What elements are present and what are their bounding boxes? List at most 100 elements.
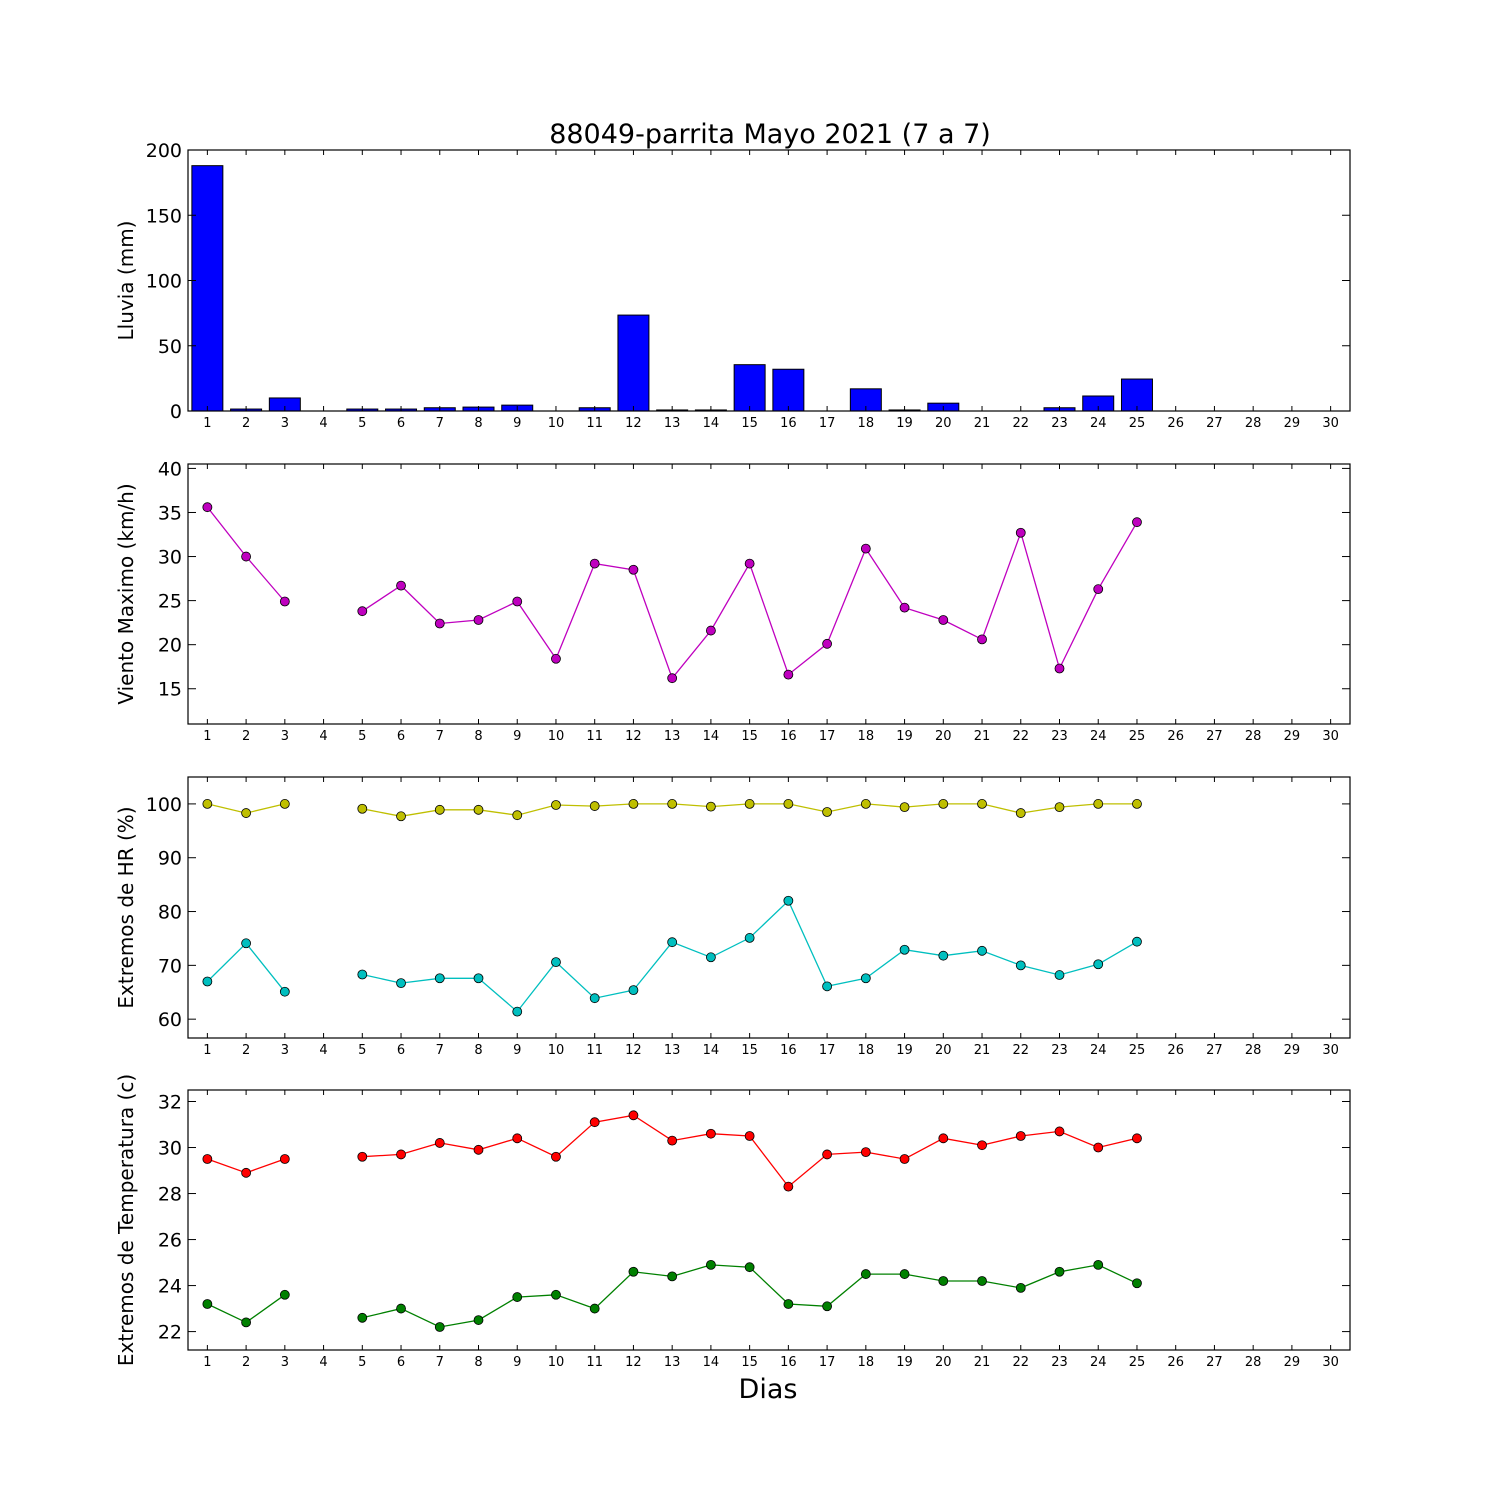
x-tick-label: 2 [242,1355,250,1370]
series-1-point-day-25 [1132,799,1142,809]
series-1-point-day-2 [241,1167,252,1178]
series-1-point-day-7 [434,1138,445,1148]
x-tick-label: 27 [1206,1355,1223,1370]
series-2-point-day-21 [977,945,987,956]
series-1-point-day-13 [667,799,678,809]
series-1-point-day-9 [512,1133,523,1144]
series-2-point-day-10 [551,957,561,968]
x-tick-label: 8 [474,729,482,744]
series-1-point-day-21 [977,634,987,645]
series-2-point-day-3 [279,1289,290,1300]
x-tick-label: 20 [935,1043,952,1058]
x-tick-label: 21 [974,1043,991,1058]
series-1-point-day-5 [357,803,368,814]
series-1-point-day-19 [899,602,910,613]
series-1-point-day-16 [783,1181,794,1192]
x-tick-label: 28 [1245,1043,1262,1058]
x-tick-label: 25 [1129,729,1146,744]
series-1-point-day-14 [706,625,716,636]
series-1-point-day-3 [279,596,290,607]
series-1-point-day-14 [706,1128,716,1139]
x-tick-label: 29 [1284,1355,1301,1370]
x-tick-label: 25 [1129,1355,1146,1370]
x-tick-label: 12 [625,1355,642,1370]
series-2-point-day-17 [822,981,832,992]
x-tick-label: 21 [974,729,991,744]
y-tick-label: 40 [158,458,182,480]
x-tick-label: 5 [358,729,366,744]
series-2-point-day-13 [667,1271,678,1282]
series-1-point-day-21 [977,799,987,809]
x-tick-label: 18 [858,729,875,744]
series-2-point-day-20 [938,1276,949,1286]
y-tick-label: 15 [158,679,182,701]
x-tick-label: 5 [358,416,366,431]
y-tick-label: 30 [158,1138,182,1160]
series-2-point-day-6 [396,1303,406,1314]
y-tick-label: 80 [158,902,182,924]
x-tick-label: 3 [281,1355,289,1370]
x-tick-label: 18 [858,1355,875,1370]
series-2-point-day-12 [628,1266,639,1277]
x-tick-label: 11 [586,1043,603,1058]
x-tick-label: 4 [319,416,327,431]
x-tick-label: 22 [1012,416,1029,431]
y-tick-label: 50 [158,336,182,358]
x-tick-label: 8 [474,1043,482,1058]
series-1-point-day-21 [977,1140,987,1151]
x-tick-label: 14 [703,416,720,431]
x-tick-label: 15 [741,729,758,744]
y-tick-label: 0 [170,401,182,423]
x-tick-label: 8 [474,1355,482,1370]
series-1-point-day-5 [357,1151,368,1162]
series-1-point-day-17 [822,638,832,649]
x-tick-label: 13 [664,1043,681,1058]
x-tick-label: 25 [1129,416,1146,431]
subplot-4: 1 2 3 4 5 6 7 8 9 10 11 12 13 14 15 16 17 18 19 20 21 22 23 24 2… [114,1074,1351,1370]
x-tick-label: 1 [203,1043,211,1058]
series-2-point-day-18 [860,973,871,984]
x-tick-label: 23 [1051,1355,1068,1370]
x-tick-label: 25 [1129,1043,1146,1058]
x-tick-label: 16 [780,729,797,744]
series-2-point-day-1 [202,976,213,987]
series-2-point-day-18 [860,1269,871,1279]
series-2-point-day-24 [1093,1259,1104,1270]
series-1-point-day-17 [822,1149,832,1160]
x-tick-label: 3 [281,416,289,431]
series-1-point-day-15 [744,1131,755,1141]
series-2-point-day-5 [357,1312,368,1323]
series-1-point-day-19 [899,1154,910,1164]
x-tick-label: 1 [203,416,211,431]
x-tick-label: 23 [1051,729,1068,744]
x-tick-label: 12 [625,416,642,431]
x-tick-label: 2 [242,729,250,744]
series-2-point-day-1 [202,1299,213,1309]
y-tick-label: 25 [158,591,182,613]
x-tick-label: 24 [1090,416,1107,431]
series-1-point-day-7 [434,618,445,629]
x-tick-label: 2 [242,416,250,431]
series-2-point-day-8 [473,973,484,984]
y-axis-label: Extremos de HR (%) [114,806,138,1008]
series-1-point-day-10 [551,653,561,664]
series-2-point-day-9 [512,1006,523,1017]
x-tick-label: 7 [436,1043,444,1058]
x-tick-label: 13 [664,416,681,431]
series-1-point-day-20 [938,615,949,625]
y-tick-label: 200 [146,140,182,162]
x-tick-label: 29 [1284,416,1301,431]
x-tick-label: 18 [858,1043,875,1058]
x-tick-label: 6 [397,1043,405,1058]
series-2-point-day-8 [473,1315,484,1325]
series-1-point-day-22 [1015,1131,1026,1141]
series-1-point-day-16 [783,799,794,809]
series-1-point-day-10 [551,800,561,810]
x-tick-label: 15 [741,1043,758,1058]
subplot-2: 1 2 3 4 5 6 7 8 9 10 11 12 13 14 15 16 17 18 19 20 21 22 23 24 2… [114,458,1351,744]
x-tick-label: 10 [548,1355,565,1370]
series-1-point-day-24 [1093,584,1104,595]
series-1-point-day-13 [667,673,678,684]
x-tick-label: 19 [896,416,913,431]
x-tick-label: 19 [896,1043,913,1058]
